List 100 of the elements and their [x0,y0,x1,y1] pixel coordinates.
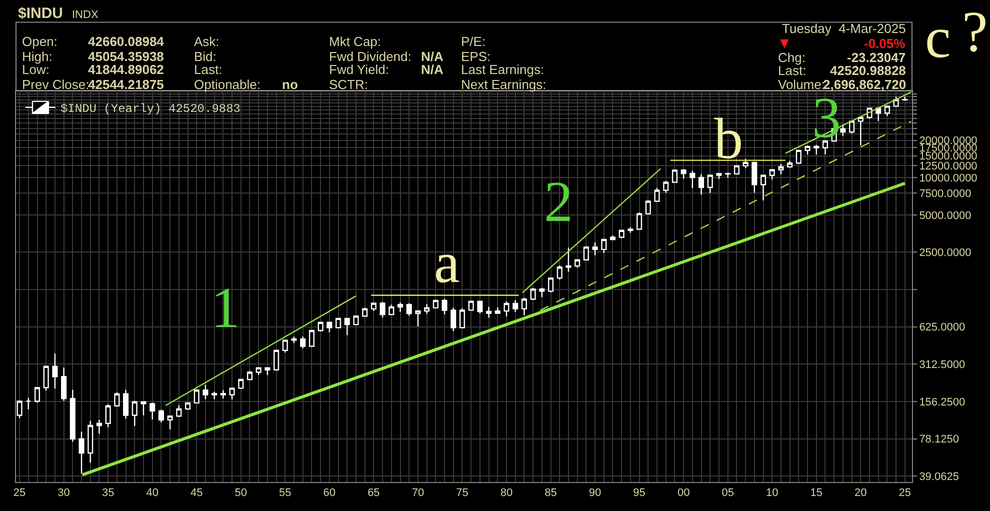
candlestick [778,163,784,175]
candlestick [539,287,545,298]
candlestick [548,277,554,294]
y-tick-label: 15000.0000 [919,150,978,163]
candlestick [442,298,448,315]
x-tick-label: 60 [323,487,336,500]
candlestick [96,419,102,434]
candlestick [734,164,740,175]
candlestick [61,366,67,402]
text: 45054.35938 [88,49,164,64]
candlestick [680,168,686,180]
candlestick [52,352,58,390]
candlestick [291,336,297,344]
candlestick [628,226,634,234]
annotation: 1 [211,275,240,340]
candlestick [70,389,76,442]
candlestick [184,402,191,410]
candlestick [822,140,828,155]
y-tick-label: 312.5000 [919,359,966,372]
x-tick-label: 35 [102,487,114,500]
text: -23.23047 [847,50,906,65]
x-tick-label: 15 [810,487,823,500]
candlestick [477,300,483,314]
y-tick-label: 7500.0000 [919,188,972,200]
annotation: 42544.21875 [88,77,164,92]
x-tick-label: 95 [633,487,646,500]
candlestick [725,172,731,178]
candlestick [256,367,262,376]
text: Bid: [194,49,216,64]
y-tick-label: 10000.0000 [919,172,978,184]
text: Ask: [194,34,220,49]
candlestick [415,310,421,327]
candlestick [150,402,156,420]
candlestick [202,384,208,400]
text: ▼ [777,35,792,52]
candlestick [654,187,660,202]
text: Fwd Dividend: [329,49,412,64]
candlestick [274,350,280,371]
x-tick-label: 90 [588,487,602,500]
candlestick [690,170,696,189]
text: 41844.89062 [88,62,164,77]
candlestick [707,174,713,194]
annotation: Optionable: [194,77,260,92]
candlestick [512,300,518,313]
candlestick [229,387,235,400]
candlestick [105,404,111,428]
candlestick [636,212,642,230]
candlestick [804,145,810,156]
candlestick [246,370,253,380]
x-tick-label: 65 [368,487,380,500]
x-tick-label: 75 [456,487,468,500]
text: Mkt Cap: [329,34,382,49]
candlestick [158,409,164,423]
text: Chg: [778,50,806,65]
x-tick-label: 00 [677,487,690,500]
text: 42520.98828 [830,63,906,78]
chart-title: $INDU [18,5,64,22]
y-tick-label: 12500.0000 [919,160,978,172]
candlestick [583,246,589,262]
text: Tuesday 4-Mar-2025 [782,21,906,36]
x-tick-label: 25 [13,487,26,500]
annotation: no [282,77,298,92]
y-tick-label: 5000.0000 [919,210,972,222]
x-tick-label: 05 [722,487,734,500]
candlestick [494,306,500,314]
candlestick [220,390,226,400]
candlestick [742,158,748,169]
candlestick [698,174,704,196]
candlestick [592,242,598,256]
text: Last: [194,62,222,77]
candlestick [176,404,182,417]
text: P/E: [461,34,486,49]
candlestick [610,234,616,241]
text: ? [962,0,988,64]
text: High: [22,49,52,64]
candlestick [212,391,218,400]
x-tick-label: 80 [500,487,513,500]
text: Fwd Yield: [329,62,389,77]
candlestick [336,318,342,329]
x-tick-label: 70 [412,487,424,500]
candlestick [78,431,84,474]
candlestick [504,300,510,317]
annotation: Prev Close: [22,77,90,92]
y-tick-label: 156.2500 [919,396,966,408]
y-tick-label: 2500.0000 [919,247,972,260]
candlestick [752,162,758,194]
text: Last Earnings: [461,62,544,77]
candlestick [769,169,775,180]
candlestick [574,258,580,268]
candlestick [318,322,324,332]
candlestick [760,174,766,202]
candlestick [840,124,846,136]
candlestick [556,264,562,280]
candlestick [362,307,368,317]
x-tick-label: 25 [898,487,912,500]
x-tick-label: 10 [766,487,778,500]
text: Open: [22,34,58,49]
candlestick [132,400,138,427]
candlestick [167,415,173,430]
candlestick [432,299,438,308]
